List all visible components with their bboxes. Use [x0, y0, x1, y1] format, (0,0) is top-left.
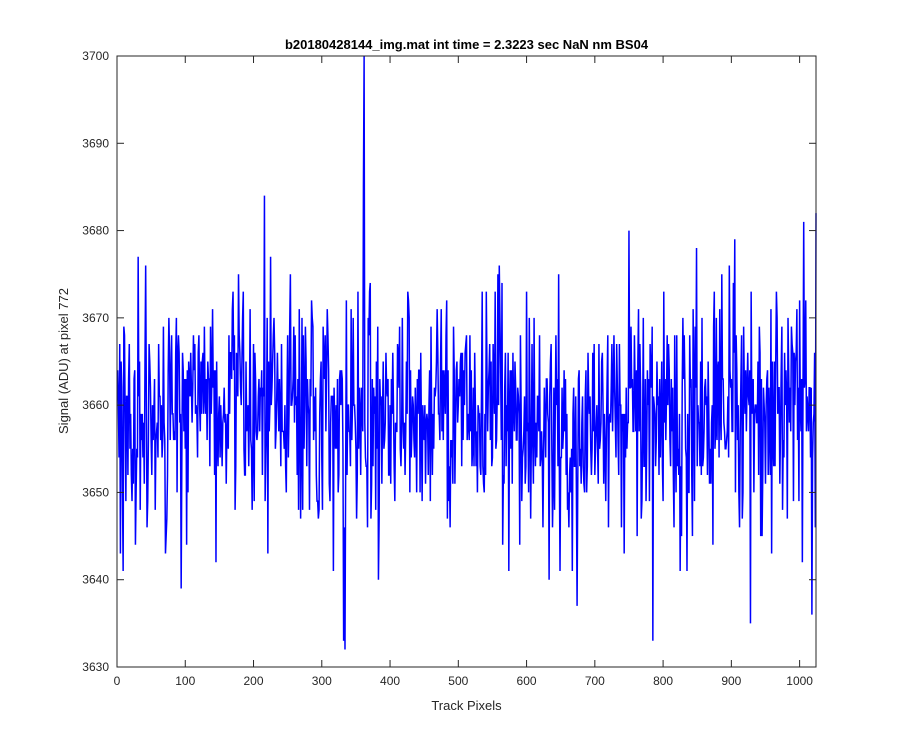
y-tick-label: 3680 — [82, 224, 109, 238]
x-axis-label: Track Pixels — [431, 698, 502, 713]
ticks: 0 100 200 300 400 500 600 700 800 900 1000 3630 3640… — [82, 49, 816, 688]
series-line — [116, 55, 817, 650]
x-tick-label: 200 — [244, 674, 264, 688]
x-tick-label: 400 — [380, 674, 400, 688]
x-tick-label: 1000 — [786, 674, 813, 688]
y-tick-label: 3660 — [82, 398, 109, 412]
y-tick-label: 3640 — [82, 573, 109, 587]
data-layer — [116, 55, 817, 650]
axes-box — [116, 55, 817, 668]
y-tick-label: 3650 — [82, 485, 109, 499]
x-tick-label: 900 — [721, 674, 741, 688]
y-tick-label: 3670 — [82, 311, 109, 325]
x-tick-label: 700 — [585, 674, 605, 688]
y-tick-label: 3690 — [82, 136, 109, 150]
x-tick-label: 600 — [517, 674, 537, 688]
x-tick-label: 0 — [114, 674, 121, 688]
y-axis-label: Signal (ADU) at pixel 772 — [56, 288, 71, 434]
x-tick-label: 100 — [175, 674, 195, 688]
x-tick-label: 500 — [448, 674, 468, 688]
y-tick-label: 3700 — [82, 49, 109, 63]
x-tick-label: 800 — [653, 674, 673, 688]
x-tick-label: 300 — [312, 674, 332, 688]
y-tick-label: 3630 — [82, 660, 109, 674]
chart-title: b20180428144_img.mat int time = 2.3223 s… — [285, 37, 649, 52]
